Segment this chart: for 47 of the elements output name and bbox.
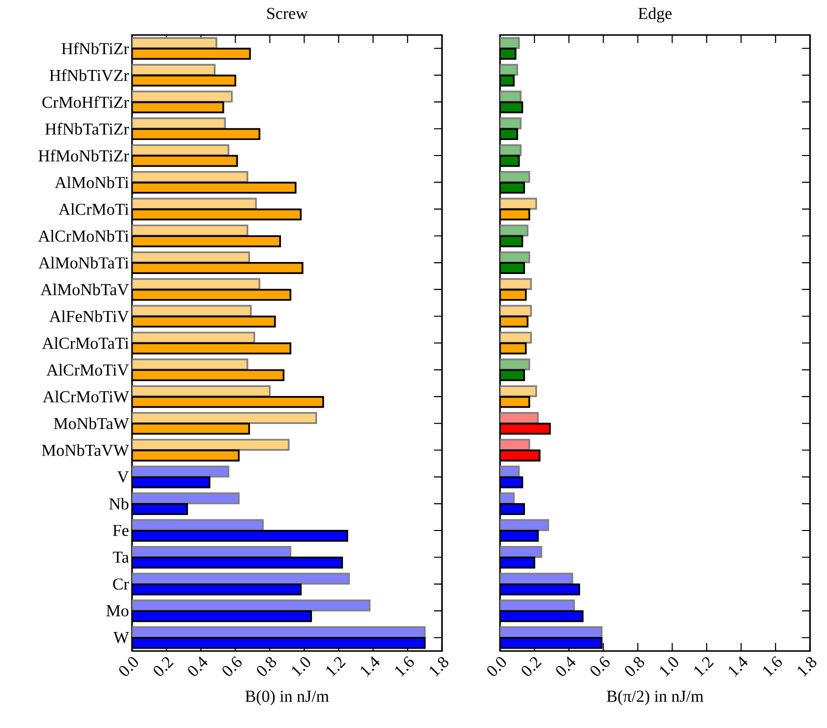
x-tick-label: 0.6: [222, 656, 242, 676]
y-tick-label: MoNbTaVW: [42, 444, 130, 456]
y-tick-label: HfNbTiZr: [62, 42, 129, 54]
y-tick-label: AlCrMoTaTi: [42, 337, 129, 349]
x-tick-label: 1.8: [430, 656, 448, 677]
y-tick-label: AlMoNbTi: [54, 176, 129, 188]
y-tick-label: V: [117, 471, 129, 482]
x-tick-label: 1.0: [660, 657, 678, 677]
y-tick-label: W: [113, 632, 130, 644]
y-tick-label: CrMoHfTiZr: [42, 96, 129, 108]
y-tick-label: MoNbTaW: [54, 417, 130, 430]
y-tick-label: AlMoNbTaV: [40, 284, 129, 296]
y-tick-label: Mo: [106, 605, 128, 616]
y-tick-label: AlMoNbTaTi: [38, 256, 129, 269]
x-tick-label: 1.6: [763, 656, 782, 677]
x-axis-title: B(π/2) in nJ/m: [606, 690, 704, 706]
x-tick-label: 0.4: [188, 656, 208, 676]
x-tick-label: 1.2: [326, 657, 346, 677]
y-tick-label: AlCrMoTi: [58, 203, 129, 215]
x-tick-label: 0.8: [625, 656, 644, 676]
x-tick-label: 1.6: [395, 656, 414, 677]
y-tick-label: Fe: [112, 524, 128, 536]
x-tick-label: 1.4: [728, 656, 748, 677]
x-tick-label: 0.4: [556, 656, 576, 676]
y-tick-label: HfNbTiVZr: [50, 69, 129, 82]
chart-title: Edge: [638, 7, 672, 22]
x-tick-label: 0.0: [487, 657, 506, 676]
x-axis-title: B(0) in nJ/m: [245, 690, 329, 706]
y-tick-label: AlFeNbTiV: [49, 310, 129, 322]
y-tick-label: AlCrMoNbTi: [38, 230, 129, 242]
x-tick-label: 1.4: [360, 656, 380, 677]
x-tick-label: 1.0: [292, 657, 310, 677]
chart-title: Screw: [267, 8, 308, 20]
x-tick-label: 0.0: [119, 657, 138, 676]
y-tick-label: HfMoNbTiZr: [38, 150, 129, 162]
x-tick-label: 0.6: [590, 656, 610, 676]
x-tick-label: 0.8: [257, 656, 276, 676]
x-tick-label: 1.8: [798, 656, 816, 677]
x-tick-label: 0.2: [154, 657, 174, 676]
y-tick-label: AlCrMoTiW: [42, 390, 130, 402]
y-tick-label: AlCrMoTiV: [46, 364, 129, 376]
x-tick-label: 1.2: [694, 657, 714, 677]
y-tick-label: Nb: [109, 498, 128, 510]
x-tick-label: 0.2: [522, 657, 542, 676]
y-tick-label: Cr: [113, 578, 129, 590]
y-tick-label: Ta: [112, 552, 129, 563]
y-tick-label: HfNbTaTiZr: [45, 122, 129, 135]
